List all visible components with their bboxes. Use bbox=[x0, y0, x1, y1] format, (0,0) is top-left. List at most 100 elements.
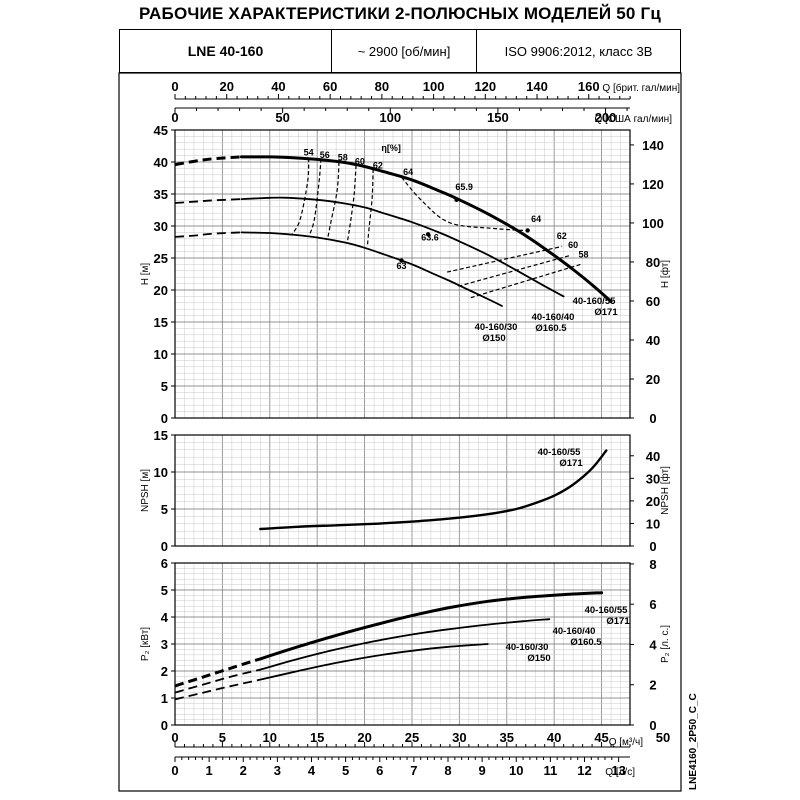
y-tick-label: 1 bbox=[161, 691, 168, 706]
test-standard: ISO 9906:2012, класс 3В bbox=[504, 43, 653, 59]
bottom-m3h-tick-label: 50 bbox=[656, 730, 670, 745]
bottom-ls-tick-label: 6 bbox=[376, 763, 383, 778]
top-us-axis-label: Q [США гал/мин] bbox=[594, 114, 672, 125]
bottom-ls-tick-label: 1 bbox=[206, 763, 213, 778]
series-extension-power bbox=[174, 657, 261, 688]
y-axis-label-npsh: NPSH [м] bbox=[140, 469, 151, 512]
top-us-tick-label: 0 bbox=[171, 110, 178, 125]
efficiency-iso-curve bbox=[458, 254, 571, 287]
series-extension-head bbox=[174, 155, 242, 167]
series-label: 40-160/30 bbox=[506, 642, 549, 653]
y-tick-label: 45 bbox=[154, 123, 168, 138]
bottom-ls-tick-label: 7 bbox=[410, 763, 417, 778]
series-label: Ø171 bbox=[606, 616, 630, 627]
series-label: Ø150 bbox=[482, 333, 505, 344]
y-tick-label: 0 bbox=[161, 539, 168, 554]
y-right-tick-label: 80 bbox=[646, 255, 660, 270]
series-label: 40-160/55 bbox=[538, 447, 582, 458]
y-right-axis-label-npsh: NPSH [фт] bbox=[659, 466, 671, 515]
efficiency-label: 54 bbox=[304, 148, 314, 158]
y-tick-label: 10 bbox=[154, 347, 168, 362]
y-right-tick-label: 6 bbox=[649, 597, 656, 612]
top-uk-tick-label: 140 bbox=[526, 79, 548, 94]
y-right-tick-label: 20 bbox=[646, 494, 660, 509]
efficiency-label: 58 bbox=[338, 153, 348, 163]
efficiency-label: 62 bbox=[373, 160, 383, 170]
bottom-ls-tick-label: 5 bbox=[342, 763, 349, 778]
series-label: Ø160.5 bbox=[535, 323, 567, 334]
bottom-ls-tick-label: 2 bbox=[240, 763, 247, 778]
page-title: РАБОЧИЕ ХАРАКТЕРИСТИКИ 2-ПОЛЮСНЫХ МОДЕЛЕ… bbox=[139, 4, 661, 23]
series-label: 40-160/55 bbox=[585, 605, 629, 616]
bottom-ls-tick-label: 9 bbox=[479, 763, 486, 778]
y-right-tick-label: 0 bbox=[649, 539, 656, 554]
series-label: 40-160/40 bbox=[532, 312, 575, 323]
series-line-npsh bbox=[259, 449, 608, 531]
top-uk-tick-label: 160 bbox=[578, 79, 600, 94]
y-right-tick-label: 40 bbox=[646, 333, 660, 348]
top-us-tick-label: 50 bbox=[275, 110, 289, 125]
efficiency-label: 63 bbox=[397, 261, 407, 271]
efficiency-label: 63.6 bbox=[421, 233, 439, 243]
top-uk-tick-label: 100 bbox=[423, 79, 445, 94]
y-right-tick-label: 20 bbox=[646, 372, 660, 387]
efficiency-label: 60 bbox=[568, 240, 578, 250]
series-line-head bbox=[240, 196, 565, 298]
y-tick-label: 30 bbox=[154, 219, 168, 234]
series-label: 40-160/55 bbox=[573, 296, 617, 307]
y-tick-label: 35 bbox=[154, 187, 168, 202]
top-us-tick-label: 100 bbox=[379, 110, 401, 125]
panel-npsh: 0 5 10 15 NPSH [м] 0 10 20 30 40 NPSH [фт] 40-160/5… bbox=[140, 428, 671, 554]
efficiency-iso-curve bbox=[446, 245, 562, 273]
y-tick-label: 6 bbox=[161, 556, 168, 571]
bottom-ls-tick-label: 0 bbox=[171, 763, 178, 778]
bottom-m3h-tick-label: 35 bbox=[500, 730, 514, 745]
bottom-m3h-tick-label: 30 bbox=[452, 730, 466, 745]
panel-npsh-border bbox=[174, 434, 631, 547]
efficiency-label: 58 bbox=[579, 249, 589, 259]
y-right-tick-label: 2 bbox=[649, 678, 656, 693]
bottom-ls-tick-label: 11 bbox=[544, 763, 558, 778]
y-right-tick-label: 100 bbox=[642, 216, 664, 231]
y-right-tick-label: 40 bbox=[646, 449, 660, 464]
series-label: Ø171 bbox=[594, 307, 618, 318]
y-right-tick-label: 10 bbox=[646, 516, 660, 531]
series-extension-power bbox=[174, 678, 261, 701]
y-tick-label: 3 bbox=[161, 637, 168, 652]
y-tick-label: 5 bbox=[161, 379, 168, 394]
bottom-ls-tick-label: 13 bbox=[611, 763, 625, 778]
bottom-m3h-tick-label: 25 bbox=[405, 730, 419, 745]
efficiency-label: 65.9 bbox=[455, 182, 473, 192]
chart-frame bbox=[118, 72, 682, 792]
efficiency-label: 60 bbox=[355, 157, 365, 167]
efficiency-label: 64 bbox=[403, 167, 413, 177]
bottom-m3h-tick-label: 15 bbox=[310, 730, 324, 745]
bottom-ls-tick-label: 10 bbox=[509, 763, 523, 778]
panel-head: 0 5 10 15 20 25 30 35 40 45 H [м] 0 20 40 60 80 100 120 14… bbox=[140, 123, 671, 426]
series-label: Ø150 bbox=[527, 653, 550, 664]
y-axis-label-power: P₂ [кВт] bbox=[140, 627, 151, 661]
series-label: Ø171 bbox=[559, 458, 583, 469]
efficiency-iso-curve bbox=[401, 177, 526, 232]
efficiency-iso-curve bbox=[308, 158, 322, 238]
series-line-head bbox=[239, 155, 613, 303]
top-uk-tick-label: 120 bbox=[474, 79, 496, 94]
bottom-m3h-tick-label: 20 bbox=[357, 730, 371, 745]
y-right-axis-label-head: H [фт] bbox=[659, 260, 671, 288]
bottom-m3h-tick-label: 0 bbox=[171, 730, 178, 745]
top-uk-tick-label: 80 bbox=[375, 79, 389, 94]
top-uk-tick-label: 20 bbox=[219, 79, 233, 94]
top-uk-axis-label: Q [брит. гал/мин] bbox=[602, 82, 680, 94]
top-us-tick-label: 150 bbox=[487, 110, 509, 125]
y-axis-label-head: H [м] bbox=[140, 263, 151, 286]
y-tick-label: 2 bbox=[161, 664, 168, 679]
y-tick-label: 25 bbox=[154, 251, 168, 266]
efficiency-point bbox=[525, 228, 530, 233]
bottom-ls-tick-label: 3 bbox=[274, 763, 281, 778]
efficiency-label: 62 bbox=[557, 231, 567, 241]
y-tick-label: 4 bbox=[161, 610, 169, 625]
series-label: 40-160/30 bbox=[475, 322, 518, 333]
bottom-ls-tick-label: 12 bbox=[577, 763, 591, 778]
series-line-power bbox=[259, 643, 489, 681]
